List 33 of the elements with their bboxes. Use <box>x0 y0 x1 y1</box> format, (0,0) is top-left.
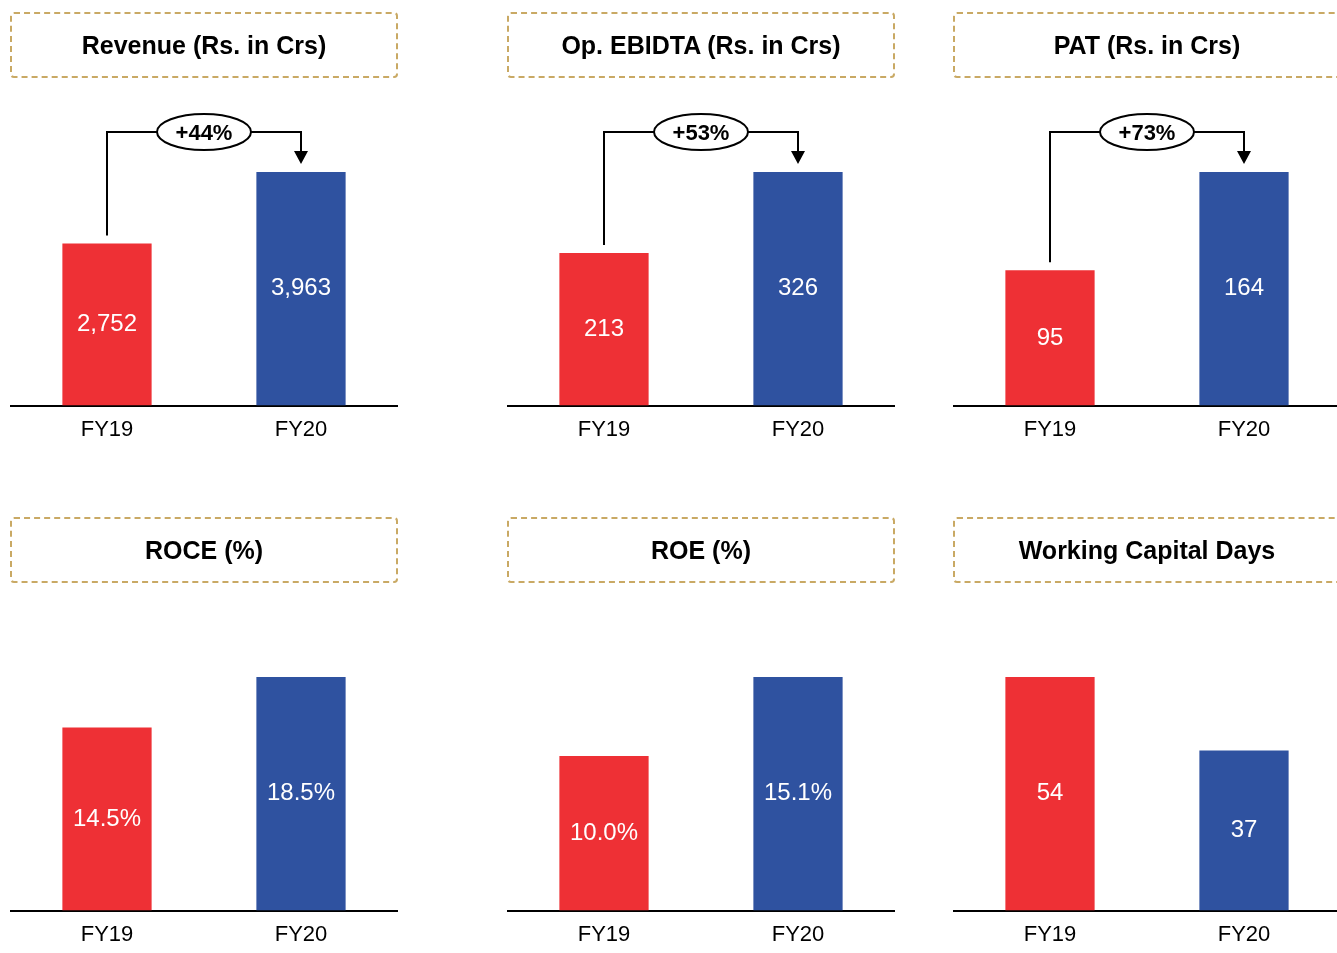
data-label: 2,752 <box>76 309 138 337</box>
chart-title: PAT (Rs. in Crs) <box>953 12 1337 78</box>
data-label: 3,963 <box>270 273 332 301</box>
text: +73% <box>1118 120 1176 145</box>
x-tick-label: FY19 <box>80 920 134 946</box>
chart-title: Working Capital Days <box>953 517 1337 583</box>
x-tick-label: FY20 <box>274 920 328 946</box>
data-label: 54 <box>1036 778 1064 806</box>
text: +44% <box>175 120 233 145</box>
chart-title: Revenue (Rs. in Crs) <box>10 12 398 78</box>
x-tick-label: FY19 <box>80 415 134 441</box>
x-tick-label: FY20 <box>1217 415 1271 441</box>
data-label: 18.5% <box>266 778 336 806</box>
data-label: 164 <box>1223 273 1265 301</box>
data-label: 213 <box>583 313 625 341</box>
data-label: 326 <box>777 273 819 301</box>
data-label: 37 <box>1230 815 1258 843</box>
x-tick-label: FY20 <box>1217 920 1271 946</box>
x-tick-label: FY19 <box>1023 920 1077 946</box>
x-tick-label: FY19 <box>577 920 631 946</box>
x-tick-label: FY20 <box>771 920 825 946</box>
x-tick-label: FY20 <box>274 415 328 441</box>
text: +53% <box>672 120 730 145</box>
data-label: 95 <box>1036 322 1064 350</box>
data-label: 10.0% <box>569 817 639 845</box>
chart-title: ROE (%) <box>507 517 895 583</box>
x-tick-label: FY19 <box>577 415 631 441</box>
data-label: 14.5% <box>72 803 142 831</box>
x-tick-label: FY19 <box>1023 415 1077 441</box>
chart-title: ROCE (%) <box>10 517 398 583</box>
x-tick-label: FY20 <box>771 415 825 441</box>
data-label: 15.1% <box>763 778 833 806</box>
chart-title: Op. EBIDTA (Rs. in Crs) <box>507 12 895 78</box>
